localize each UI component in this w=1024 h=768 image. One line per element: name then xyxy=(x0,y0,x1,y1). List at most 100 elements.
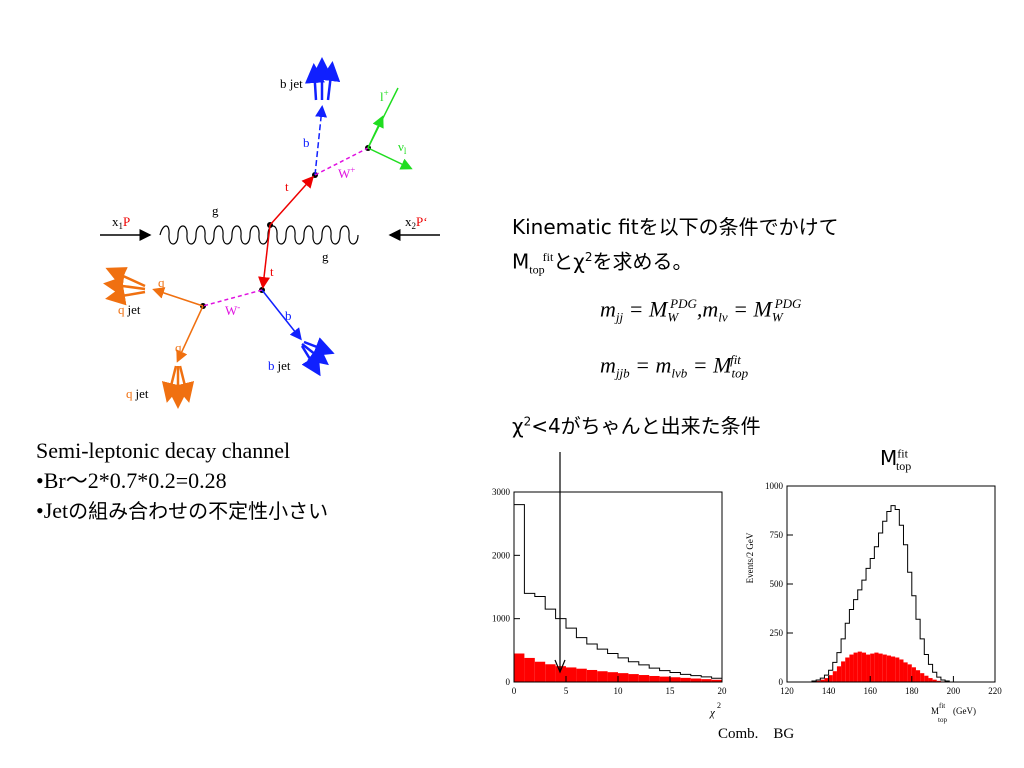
bg-bar xyxy=(638,675,650,682)
y-tick-label: 3000 xyxy=(492,487,511,497)
bg-bar xyxy=(545,664,556,682)
bg-bar xyxy=(828,675,833,682)
bg-bar xyxy=(618,673,629,682)
fit-heading-line1: Kinematic fitを以下の条件でかけて xyxy=(512,215,839,239)
y-tick-label: 2000 xyxy=(492,550,511,560)
fit-heading: Kinematic fitを以下の条件でかけて Mtopfitとχ2を求める。 xyxy=(512,212,1012,285)
qbarjet-label: q jet xyxy=(126,386,149,401)
bg-bar xyxy=(514,653,525,682)
bg-bar xyxy=(711,679,722,682)
bg-bar xyxy=(701,679,712,682)
x-axis-label-sup: 2 xyxy=(717,701,721,710)
neutrino-label: νl xyxy=(398,139,407,156)
bg-bar xyxy=(924,675,929,682)
chi2-cut-arrow xyxy=(554,452,566,674)
bg-bar xyxy=(899,659,904,682)
b-label: b xyxy=(303,135,310,150)
feynman-svg: x1P x2P‘ g g t t b b jet W+ l+ νl b b jet… xyxy=(100,57,440,409)
bg-bar xyxy=(597,671,608,682)
wplus-label: W+ xyxy=(338,165,355,181)
bbar-label: b xyxy=(285,308,292,323)
x-tick-label: 10 xyxy=(614,686,624,696)
b-line xyxy=(314,105,328,176)
x-tick-label: 15 xyxy=(666,686,676,696)
y-tick-label: 1000 xyxy=(492,614,511,624)
neutrino-line xyxy=(367,147,413,170)
mfit-histogram: 0 250 500 750 1000 120 140 160 180 200 220 Events/2… xyxy=(745,481,1002,724)
q-line xyxy=(152,287,204,307)
branching-ratio-line: •Br～2*0.7*0.2=0.28 xyxy=(36,468,227,493)
qjet-label: q jet xyxy=(118,302,141,317)
bg-bar xyxy=(878,653,883,682)
y-tick-label: 1000 xyxy=(765,481,784,491)
bg-bar xyxy=(576,668,587,682)
jet-rest: の組み合わせの不定性小さい xyxy=(68,499,329,523)
bg-bar xyxy=(841,661,846,682)
bg-bar xyxy=(586,669,598,682)
q-label: q xyxy=(158,275,165,290)
bg-bar xyxy=(628,674,639,682)
bg-bar xyxy=(861,652,867,682)
bg-bar xyxy=(649,675,660,682)
bg-bar xyxy=(874,652,879,682)
bg-bar xyxy=(870,653,875,682)
x-axis-label: M xyxy=(931,706,939,716)
wminus-label: W- xyxy=(225,302,240,318)
bg-bar xyxy=(816,680,821,682)
gluon-bottom-label: g xyxy=(322,249,329,264)
bg-bar xyxy=(555,666,566,682)
bg-bar xyxy=(524,657,535,682)
bg-bar xyxy=(534,661,546,682)
antitop-label: t xyxy=(270,264,274,279)
equation-1: mjj = MWPDG,mlν = MWPDG xyxy=(600,296,802,325)
bg-bar xyxy=(915,670,921,682)
wplus-line xyxy=(314,147,369,176)
bg-bar xyxy=(928,678,933,682)
x-tick-label: 160 xyxy=(863,686,877,696)
bg-bar xyxy=(845,657,850,682)
x-axis-label-sup: fit xyxy=(939,702,945,710)
left-text-block: Semi-leptonic decay channel •Br～2*0.7*0.… xyxy=(36,436,466,526)
x-tick-label: 5 xyxy=(564,686,569,696)
bg-bar xyxy=(690,678,702,682)
x-tick-label: 120 xyxy=(780,686,794,696)
bg-bar xyxy=(849,654,854,682)
y-axis-label: Events/2 GeV xyxy=(745,532,755,583)
x-axis-label: χ xyxy=(709,707,716,719)
y-tick-label: 0 xyxy=(506,677,511,687)
x-tick-label: 0 xyxy=(512,686,517,696)
bg-bar xyxy=(820,679,825,682)
bg-bar xyxy=(566,667,577,682)
y-tick-label: 250 xyxy=(770,628,784,638)
equation-2: mjjb = mlνb = Mtopfit xyxy=(600,352,749,381)
bg-bar xyxy=(920,673,925,682)
bg-bar xyxy=(607,672,618,682)
x-tick-label: 140 xyxy=(822,686,836,696)
bg-bar xyxy=(907,664,912,682)
chi2-cut-text: χ2<4がちゃんと出来た条件 xyxy=(512,414,761,438)
bg-bar xyxy=(853,652,858,682)
x-axis-label-unit: (GeV) xyxy=(953,706,976,716)
decay-channel-line: Semi-leptonic decay channel xyxy=(36,438,291,463)
bg-bar xyxy=(832,671,837,682)
x-tick-label: 220 xyxy=(988,686,1002,696)
top-line xyxy=(269,175,314,226)
x-axis-label-sub: top xyxy=(938,716,947,724)
bg-bar xyxy=(836,666,842,682)
y-tick-label: 0 xyxy=(779,677,784,687)
mfit-top-label: Mfittop xyxy=(880,446,912,473)
bg-bar xyxy=(670,677,681,682)
bg-bar xyxy=(824,678,829,682)
x-tick-label: 20 xyxy=(718,686,728,696)
bg-bar xyxy=(680,677,691,682)
fit-heading-line2: Mtopfitとχ2を求める。 xyxy=(512,249,693,277)
bg-bar xyxy=(911,667,916,682)
bg-bar xyxy=(895,657,900,682)
bg-bar xyxy=(857,651,862,682)
y-tick-label: 750 xyxy=(770,530,784,540)
bg-bar xyxy=(882,654,887,682)
beam-right-label: x2P‘ xyxy=(405,214,428,231)
bg-bar xyxy=(886,655,891,682)
gluon-top-label: g xyxy=(212,203,219,218)
jet-prefix: •Jet xyxy=(36,498,69,523)
